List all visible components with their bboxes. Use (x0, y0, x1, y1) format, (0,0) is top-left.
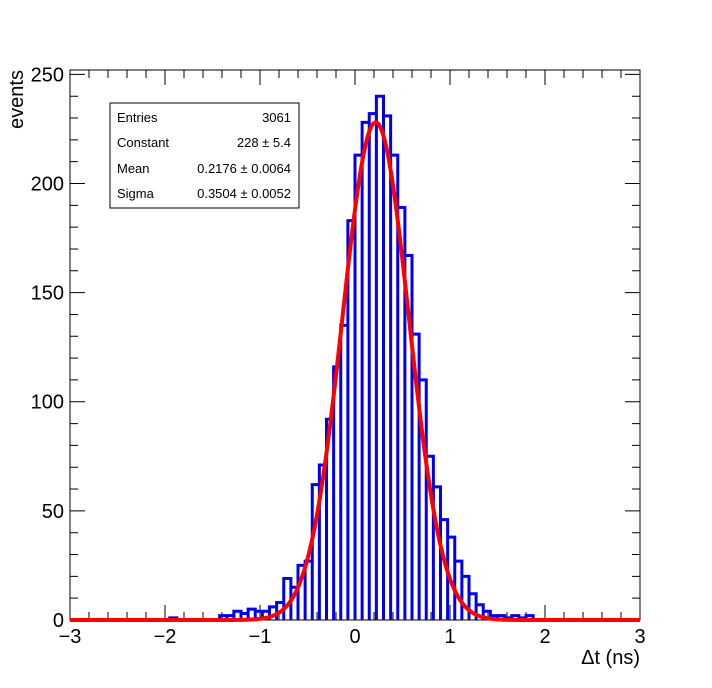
stats-box: Entries 3061 Constant 228 ± 5.4 Mean 0.2… (109, 102, 300, 209)
y-tick-label: 100 (31, 392, 64, 414)
stats-label-mean: Mean (117, 161, 150, 176)
x-axis-title: Δt (ns) (581, 647, 640, 669)
gaussian-fit-curve (68, 120, 642, 622)
stats-value-entries: 3061 (262, 110, 291, 125)
x-tick-label: −1 (249, 626, 272, 648)
y-tick-label: 200 (31, 173, 64, 195)
x-tick-label: 2 (539, 626, 550, 648)
x-tick-label: 3 (634, 626, 645, 648)
y-tick-label: 0 (53, 610, 64, 632)
stats-box-frame (109, 102, 300, 209)
y-tick-labels: 0 50 100 150 200 250 (31, 64, 64, 632)
y-tick-label: 150 (31, 283, 64, 305)
x-tick-label: 1 (444, 626, 455, 648)
stats-value-sigma: 0.3504 ± 0.0052 (197, 186, 291, 201)
stats-value-constant: 228 ± 5.4 (237, 135, 291, 150)
stats-value-mean: 0.2176 ± 0.0064 (197, 161, 291, 176)
x-tick-label: −3 (59, 626, 82, 648)
y-tick-label: 50 (42, 501, 64, 523)
stats-label-entries: Entries (117, 110, 158, 125)
y-tick-label: 250 (31, 64, 64, 86)
x-tick-label: 0 (349, 626, 360, 648)
x-tick-labels: −3 −2 −1 0 1 2 3 (59, 626, 646, 648)
y-axis-title: events (6, 70, 28, 129)
x-tick-label: −2 (154, 626, 177, 648)
stats-label-constant: Constant (117, 135, 169, 150)
stats-label-sigma: Sigma (117, 186, 155, 201)
